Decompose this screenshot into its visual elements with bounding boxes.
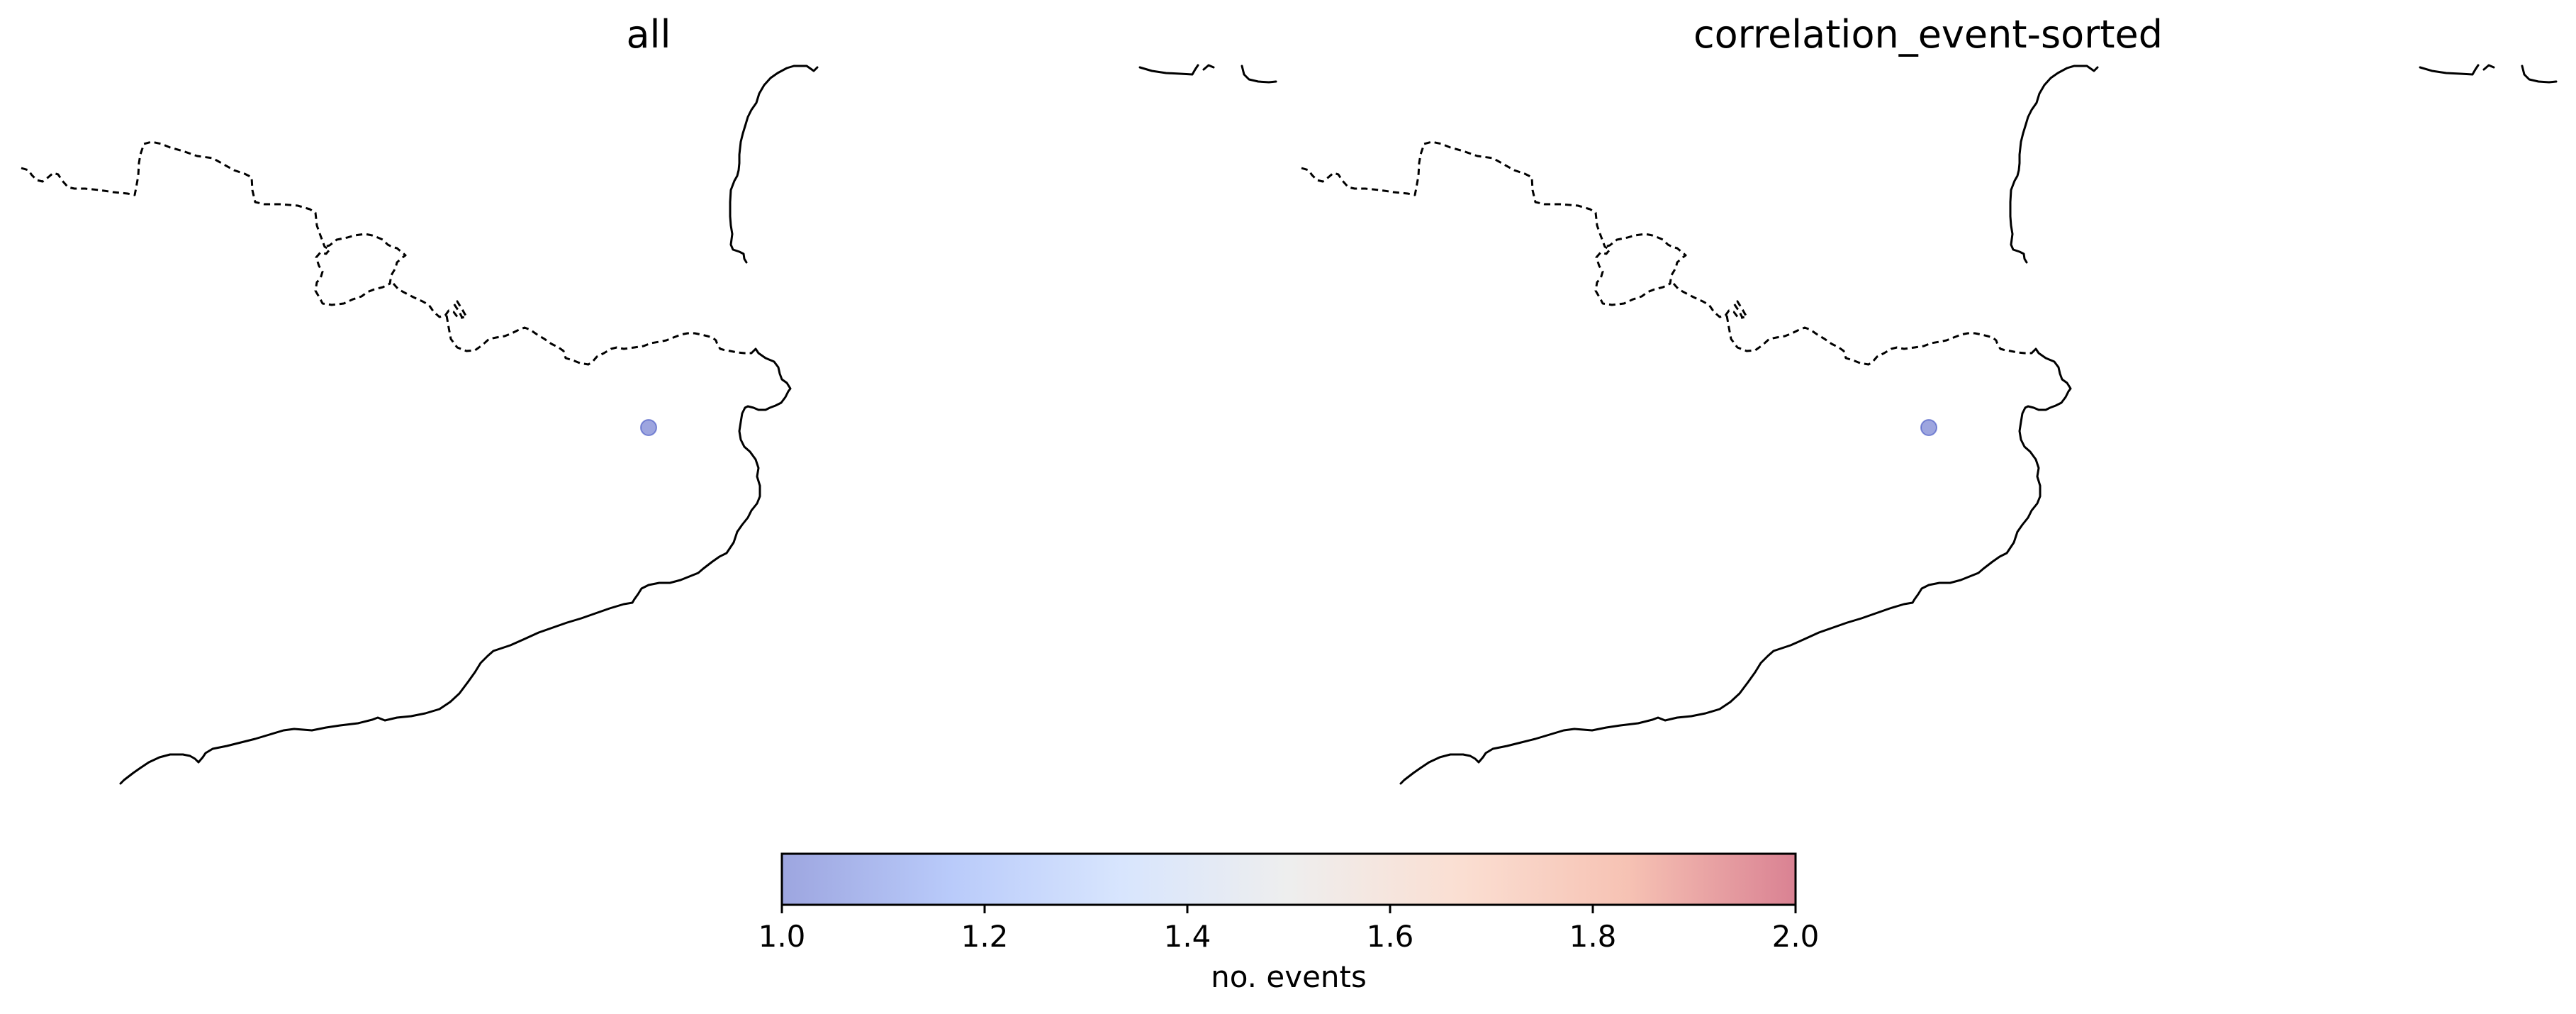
map-panel-all: all: [20, 12, 1277, 785]
colorbar-tick-label: 1.2: [961, 919, 1009, 954]
colorbar-tick-label: 2.0: [1772, 919, 1820, 954]
colorbar-label: no. events: [1211, 959, 1367, 994]
colorbar: 1.0 1.2 1.4 1.6 1.8 2.0 no. events: [758, 852, 1820, 994]
colorbar-tick-label: 1.4: [1164, 919, 1211, 954]
map-title: all: [626, 12, 671, 57]
colorbar-frame: [780, 852, 1797, 906]
colorbar-gradient: [782, 854, 1796, 905]
colorbar-ticks: 1.0 1.2 1.4 1.6 1.8 2.0: [758, 905, 1820, 954]
station-marker[interactable]: [640, 419, 657, 436]
colorbar-tick-label: 1.0: [758, 919, 806, 954]
colorbar-tick-label: 1.6: [1367, 919, 1414, 954]
map-title: correlation_event-sorted: [1693, 12, 2163, 57]
map-panel-correlation: correlation_event-sorted: [1300, 12, 2558, 785]
station-marker[interactable]: [1920, 419, 1937, 436]
colorbar-tick-label: 1.8: [1569, 919, 1617, 954]
